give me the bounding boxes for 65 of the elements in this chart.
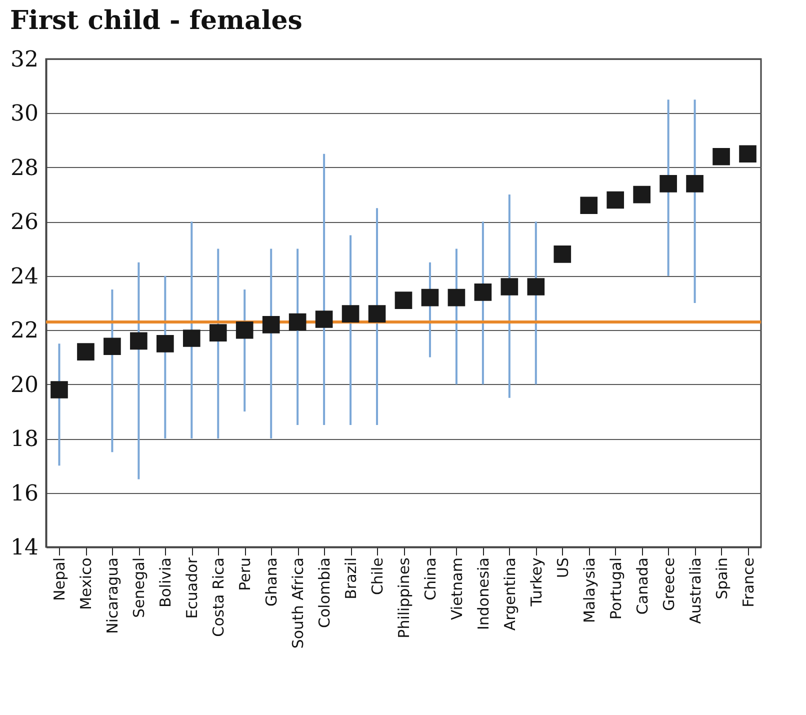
x-tick-label: Chile (368, 558, 387, 596)
y-tick-label: 18 (10, 427, 38, 452)
x-tick-label: Australia (686, 558, 704, 624)
x-tick-label: US (554, 558, 572, 578)
x-tick-label: Argentina (500, 558, 519, 631)
point (130, 332, 148, 350)
x-tick-label: Portugal (606, 558, 625, 620)
point (77, 343, 94, 360)
x-tick-label: Peru (236, 558, 254, 591)
point (474, 283, 492, 301)
point (394, 292, 412, 309)
point (104, 338, 121, 356)
x-tick-label: Costa Rica (210, 558, 228, 637)
point (182, 330, 200, 347)
x-tick-label: Vietnam (448, 558, 466, 620)
x-tick-label: Spain (712, 558, 731, 600)
x-tick-label: Malaysia (580, 558, 598, 624)
x-tick-label: China (421, 558, 440, 600)
point (262, 316, 280, 334)
point (448, 288, 466, 306)
point (500, 278, 518, 296)
x-tick-label: Indonesia (474, 558, 492, 630)
point (368, 305, 386, 323)
y-tick-label: 30 (10, 102, 38, 127)
y-tick-label: 32 (10, 48, 38, 72)
point (606, 191, 624, 209)
point (554, 246, 572, 263)
x-tick-label: Greece (660, 558, 678, 611)
point (236, 321, 254, 339)
y-tick-label: 22 (10, 318, 38, 344)
point (288, 313, 306, 331)
point (580, 196, 598, 214)
x-tick-label: Canada (633, 558, 652, 615)
y-tick-label: 26 (10, 210, 38, 236)
x-tick-label: Brazil (342, 558, 360, 600)
point (315, 310, 333, 328)
x-tick-label: France (739, 558, 758, 608)
point (633, 186, 650, 204)
point (660, 175, 677, 192)
y-tick-label: 28 (10, 156, 38, 181)
chart-title: First child - females (10, 6, 302, 36)
point (156, 335, 174, 352)
x-tick-label: Senegal (130, 558, 148, 618)
x-tick-label: Nicaragua (104, 558, 122, 634)
point (739, 145, 756, 163)
x-tick-label: Bolivia (156, 558, 175, 608)
y-tick-label: 14 (10, 536, 38, 560)
point (421, 288, 439, 306)
point (50, 381, 68, 398)
point (342, 305, 360, 323)
x-tick-label: Nepal (50, 558, 69, 601)
point (209, 324, 227, 342)
x-tick-label: Ecuador (183, 556, 202, 619)
point (686, 175, 704, 192)
x-tick-label: Turkey (527, 557, 546, 608)
x-tick-label: Ghana (262, 558, 281, 607)
y-tick-label: 16 (10, 481, 38, 506)
y-tick-label: 24 (10, 264, 38, 290)
point (527, 278, 545, 296)
x-tick-label: South Africa (289, 558, 308, 649)
point (712, 148, 730, 166)
x-tick-label: Colombia (316, 558, 334, 628)
x-tick-label: Philippines (395, 557, 413, 638)
x-tick-label: Mexico (77, 558, 96, 610)
y-tick-label: 20 (10, 372, 38, 398)
